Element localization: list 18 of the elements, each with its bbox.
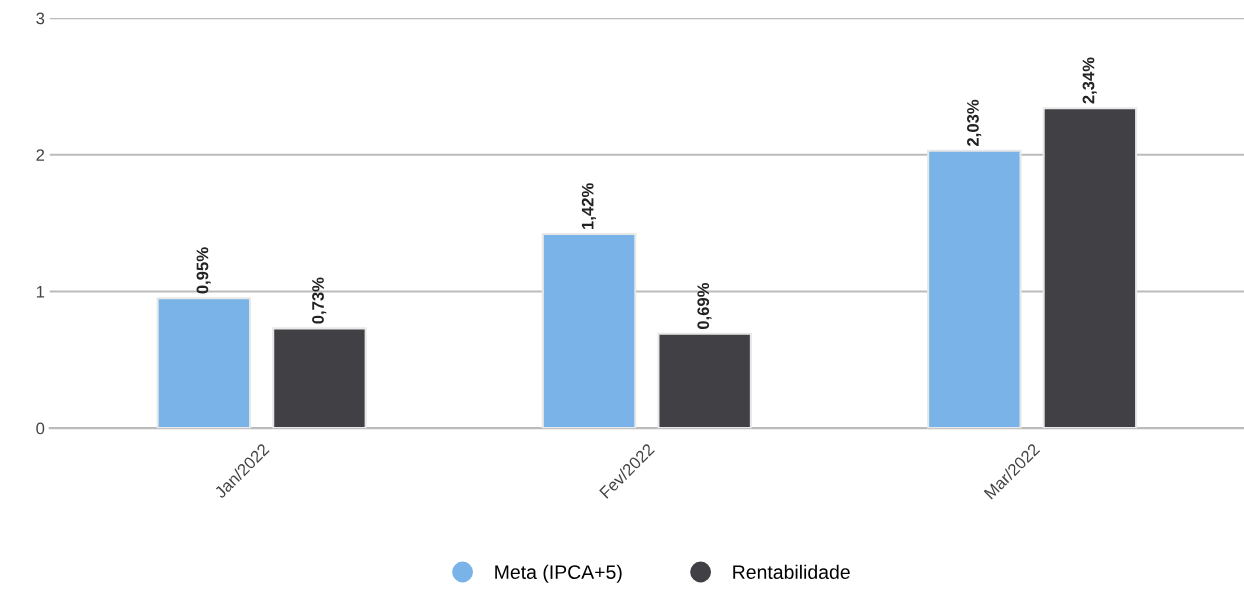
data-label: 2,03% — [967, 99, 982, 146]
data-label: 2,34% — [1082, 57, 1097, 104]
data-label: 0,95% — [196, 247, 211, 294]
bar — [1042, 107, 1138, 429]
bar — [927, 149, 1022, 429]
legend-label: Meta (IPCA+5) — [495, 564, 622, 583]
bar — [541, 233, 637, 429]
bar — [272, 327, 367, 429]
y-tick-label: 1 — [36, 286, 45, 298]
y-tick-label: 3 — [36, 12, 45, 25]
y-tick-label: 0 — [36, 422, 45, 435]
data-label: 1,42% — [581, 183, 596, 229]
bar — [657, 332, 752, 429]
data-label: 0,69% — [697, 282, 712, 330]
y-tick-label: 2 — [36, 149, 45, 161]
legend-label: Rentabilidade — [733, 564, 850, 579]
data-label: 0,73% — [312, 277, 327, 324]
bar — [156, 297, 252, 429]
